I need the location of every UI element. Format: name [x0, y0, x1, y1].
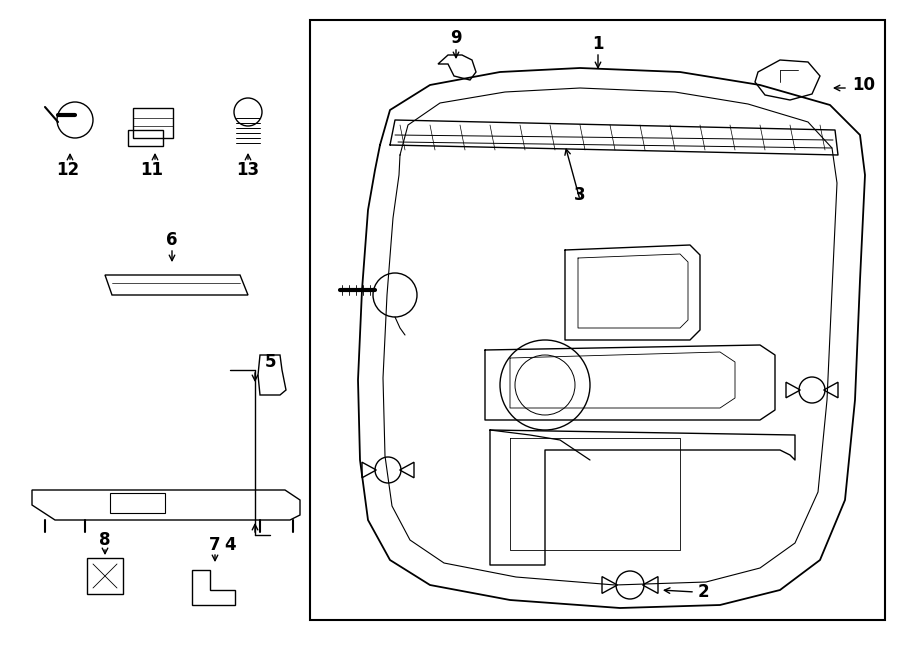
Bar [87, 558, 123, 594]
Bar [128, 130, 163, 146]
Text: 5: 5 [265, 353, 276, 371]
Text: 4: 4 [224, 536, 236, 554]
Text: 7: 7 [209, 536, 220, 554]
Text: 11: 11 [140, 161, 164, 179]
Bar [110, 493, 165, 513]
Text: 2: 2 [698, 583, 709, 601]
Text: 10: 10 [852, 76, 875, 94]
Text: 1: 1 [592, 35, 604, 53]
Text: 6: 6 [166, 231, 178, 249]
Bar [133, 108, 173, 138]
Text: 8: 8 [99, 531, 111, 549]
Text: 13: 13 [237, 161, 259, 179]
Text: 3: 3 [574, 186, 586, 204]
Text: 9: 9 [450, 29, 462, 47]
Bar [310, 20, 885, 620]
Text: 12: 12 [57, 161, 79, 179]
